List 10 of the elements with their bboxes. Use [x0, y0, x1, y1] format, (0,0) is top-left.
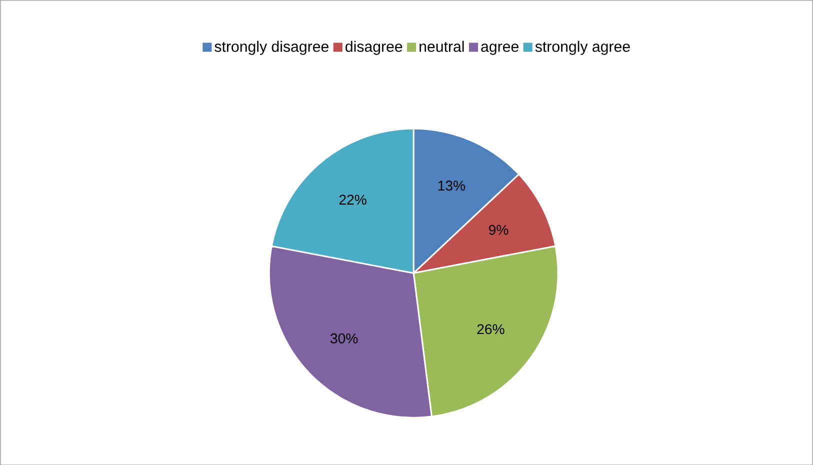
- legend-label: disagree: [346, 40, 402, 55]
- legend-label: strongly disagree: [214, 40, 328, 55]
- legend-label: agree: [481, 43, 518, 55]
- data-label: 22%: [339, 194, 366, 204]
- data-label: 13%: [438, 180, 466, 190]
- data-label: 26%: [477, 324, 504, 334]
- data-label: 30%: [330, 333, 358, 344]
- legend-label: neutral: [420, 40, 464, 52]
- data-label: 9%: [489, 224, 508, 235]
- legend-label: strongly agree: [535, 40, 630, 55]
